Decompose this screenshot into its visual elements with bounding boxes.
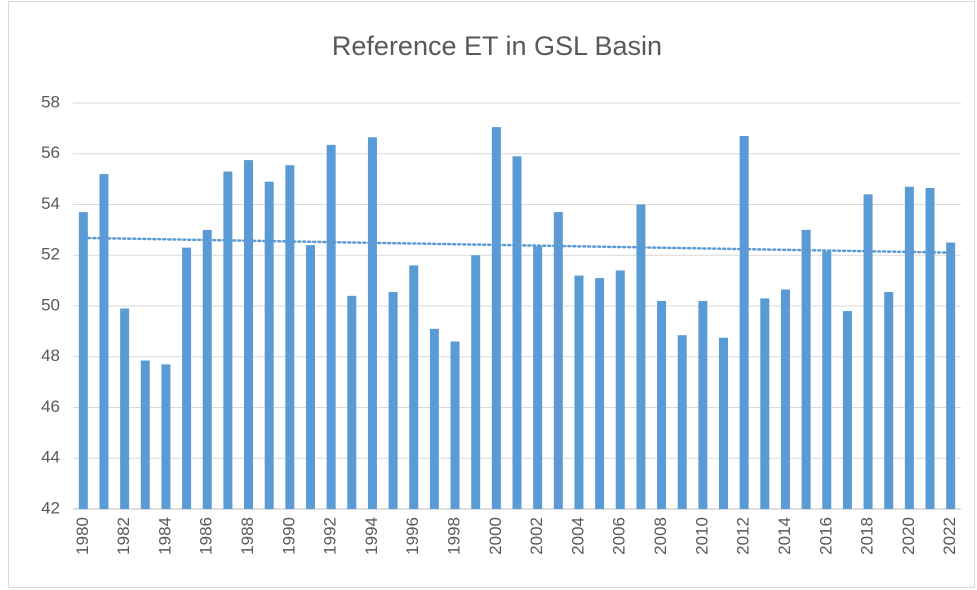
x-tick-label: 2020 [899, 517, 918, 555]
y-tick-label: 54 [41, 194, 60, 213]
bar [863, 194, 873, 509]
bar [305, 245, 315, 509]
bar [615, 270, 625, 509]
x-tick-label: 1996 [403, 517, 422, 555]
bar [471, 255, 481, 509]
bar [99, 174, 109, 510]
bar [285, 165, 295, 509]
y-tick-label: 52 [41, 245, 60, 264]
bar [512, 156, 522, 509]
bar [884, 292, 894, 509]
x-tick-label: 1994 [362, 517, 381, 555]
bar [347, 295, 357, 509]
bar [574, 275, 584, 509]
bar [822, 251, 832, 509]
x-tick-label: 2000 [486, 517, 505, 555]
bar [553, 212, 563, 510]
bar [429, 328, 439, 509]
y-tick-label: 56 [41, 143, 60, 162]
bar [677, 335, 687, 509]
bar [326, 144, 336, 509]
trendline [82, 236, 952, 254]
x-tick-label: 2002 [527, 517, 546, 555]
bar [739, 135, 749, 510]
bar [120, 308, 130, 509]
bar [450, 341, 460, 509]
bar [760, 298, 770, 509]
x-tick-label: 2014 [775, 517, 794, 555]
bar [223, 171, 233, 509]
bar [636, 204, 646, 509]
bar [904, 186, 914, 510]
bar [182, 247, 192, 509]
y-tick-label: 42 [41, 498, 60, 517]
x-tick-label: 2008 [651, 517, 670, 555]
bar [801, 229, 811, 509]
x-tick-label: 2018 [858, 517, 877, 555]
y-tick-label: 50 [41, 295, 60, 314]
bar [842, 311, 852, 509]
bar [78, 212, 88, 510]
x-tick-label: 1992 [321, 517, 340, 555]
bar [409, 265, 419, 509]
bar [388, 292, 398, 509]
bar [595, 278, 605, 509]
y-tick-label: 58 [41, 92, 60, 111]
x-tick-label: 1982 [114, 517, 133, 555]
y-tick-label: 44 [41, 448, 60, 467]
bar [140, 360, 150, 509]
bar [264, 181, 274, 509]
y-tick-label: 48 [41, 346, 60, 365]
bar [657, 300, 667, 509]
x-tick-label: 2022 [940, 517, 959, 555]
bar [161, 364, 171, 509]
x-tick-label: 2004 [568, 517, 587, 555]
x-tick-label: 2016 [816, 517, 835, 555]
x-tick-label: 1980 [73, 517, 92, 555]
x-tick-label: 1990 [279, 517, 298, 555]
bar [780, 289, 790, 509]
x-tick-label: 2010 [692, 517, 711, 555]
bar [946, 242, 956, 509]
bar [367, 137, 377, 509]
bar [244, 160, 254, 509]
bar [533, 246, 543, 509]
bar [202, 229, 212, 509]
x-tick-label: 2012 [734, 517, 753, 555]
x-tick-label: 1986 [197, 517, 216, 555]
bar [491, 127, 501, 509]
x-tick-label: 1988 [238, 517, 257, 555]
bar [925, 188, 935, 509]
bar [698, 300, 708, 509]
chart-title: Reference ET in GSL Basin [332, 31, 662, 61]
x-tick-label: 2006 [610, 517, 629, 555]
y-tick-label: 46 [41, 397, 60, 416]
x-tick-label: 1998 [445, 517, 464, 555]
bar [719, 337, 729, 509]
x-tick-label: 1984 [155, 517, 174, 555]
